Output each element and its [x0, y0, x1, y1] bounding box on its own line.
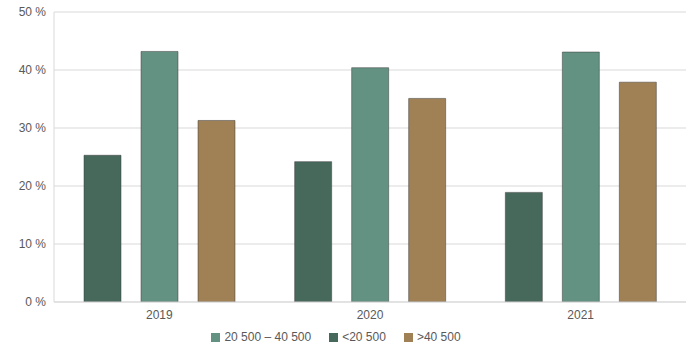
svg-text:40 %: 40 %	[19, 63, 47, 77]
svg-text:2020: 2020	[357, 308, 384, 322]
svg-text:30 %: 30 %	[19, 121, 47, 135]
svg-text:2019: 2019	[146, 308, 173, 322]
svg-text:20 %: 20 %	[19, 179, 47, 193]
svg-text:0 %: 0 %	[25, 295, 46, 309]
html-text:<20 500: <20 500	[342, 330, 386, 344]
svg-text:10 %: 10 %	[19, 237, 47, 251]
svg-text:2021: 2021	[567, 308, 594, 322]
svg-text:50 %: 50 %	[19, 5, 47, 19]
html-text:>40 500: >40 500	[416, 330, 461, 344]
html-text:20 500 – 40 500: 20 500 – 40 500	[224, 330, 312, 344]
